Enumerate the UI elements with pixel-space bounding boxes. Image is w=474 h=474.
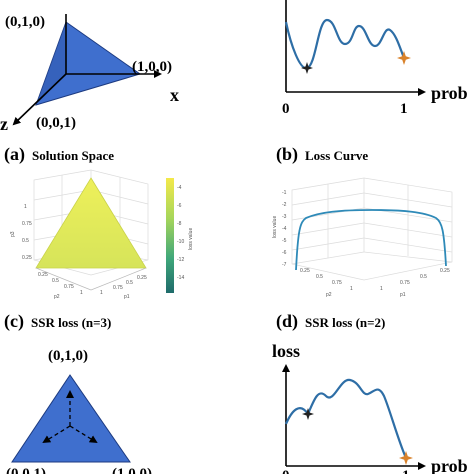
d-y-tick: -5 bbox=[282, 238, 287, 244]
d-p1-axis-label: p1 bbox=[400, 292, 406, 298]
colorbar-tick: -4 bbox=[177, 185, 182, 191]
f-loss-curve bbox=[284, 378, 408, 459]
d-y-tick: -6 bbox=[282, 250, 287, 256]
p2-tick: 0.25 bbox=[38, 272, 48, 278]
f-axis-prob-label: prob bbox=[431, 456, 468, 474]
floor-edge-right bbox=[90, 267, 147, 291]
panel-e: (0,1,0) (0,0,1) (1,0,0) bbox=[6, 348, 152, 474]
p2-tick: 0.75 bbox=[64, 284, 74, 290]
axis-z-label: z bbox=[0, 114, 8, 134]
min-marker bbox=[301, 62, 313, 74]
p2-axis-label: p2 bbox=[54, 294, 60, 300]
caption-a-text: Solution Space bbox=[32, 148, 114, 163]
e-vertex-top: (0,1,0) bbox=[48, 348, 88, 364]
p3-axis-label: p3 bbox=[10, 231, 16, 237]
colorbar-tick: -6 bbox=[177, 203, 182, 209]
d-y-tick: -1 bbox=[282, 190, 287, 196]
d-ylabel: loss value bbox=[272, 216, 278, 238]
panel-b: 0 1 prob (b) Loss Curve bbox=[276, 0, 468, 165]
grid-3d-d bbox=[291, 177, 453, 281]
f-tick-0: 0 bbox=[282, 468, 290, 474]
dashed-arrow-right bbox=[69, 425, 98, 444]
caption-a-letter: (a) bbox=[4, 144, 25, 165]
dashed-arrow-left bbox=[42, 425, 71, 444]
p3-tick: 1 bbox=[24, 204, 27, 210]
d-p2-tick: 0.25 bbox=[300, 268, 310, 274]
floor-edge-left bbox=[35, 267, 92, 291]
caption-c-letter: (c) bbox=[4, 311, 24, 332]
p3-tick: 0.25 bbox=[22, 255, 32, 261]
ssr-surface bbox=[35, 177, 147, 269]
p1-tick: 0.25 bbox=[137, 275, 147, 281]
ssr-curve-n2 bbox=[295, 209, 447, 271]
colorbar-label: loss value bbox=[188, 228, 194, 250]
panel-d: -1 -2 -3 -4 -5 -6 -7 loss value 0.25 0.5… bbox=[272, 177, 453, 332]
colorbar-tick: -8 bbox=[177, 221, 182, 227]
caption-a: (a) Solution Space bbox=[4, 144, 114, 165]
p3-tick: 0.5 bbox=[22, 238, 29, 244]
d-y-tick: -2 bbox=[282, 202, 287, 208]
d-p2-tick: 0.75 bbox=[332, 280, 342, 286]
caption-c: (c) SSR loss (n=3) bbox=[4, 311, 111, 332]
caption-d-letter: (d) bbox=[276, 311, 298, 332]
axis-z-line bbox=[12, 73, 67, 126]
simplex-face-shade bbox=[36, 22, 66, 105]
d-p1-tick: 1 bbox=[380, 286, 383, 292]
d-p2-axis-label: p2 bbox=[326, 292, 332, 298]
p1-tick: 1 bbox=[100, 290, 103, 296]
tick-1-label: 1 bbox=[400, 101, 408, 117]
colorbar-tick: -12 bbox=[177, 257, 184, 263]
axis-prob-label: prob bbox=[431, 83, 468, 103]
loss-curve bbox=[284, 18, 406, 70]
caption-b-text: Loss Curve bbox=[305, 148, 368, 163]
e-vertex-left: (0,0,1) bbox=[6, 466, 46, 474]
caption-d-text: SSR loss (n=2) bbox=[305, 315, 385, 330]
p2-tick: 1 bbox=[80, 290, 83, 296]
p1-tick: 0.75 bbox=[113, 285, 123, 291]
d-y-tick: -3 bbox=[282, 214, 287, 220]
f-end-marker bbox=[399, 451, 413, 465]
vertex-bottom-label: (0,0,1) bbox=[36, 115, 76, 131]
vertex-top-label: (0,1,0) bbox=[5, 14, 45, 30]
colorbar-tick: -14 bbox=[177, 275, 184, 281]
caption-b: (b) Loss Curve bbox=[276, 144, 368, 165]
d-p2-tick: 1 bbox=[350, 286, 353, 292]
p1-axis-label: p1 bbox=[124, 294, 130, 300]
simplex-2d bbox=[11, 374, 131, 463]
panel-a: (0,1,0) (1,0,0) (0,0,1) x z (a) Solution… bbox=[0, 14, 179, 165]
f-min-marker bbox=[302, 408, 314, 420]
colorbar-tick: -10 bbox=[177, 239, 184, 245]
caption-b-letter: (b) bbox=[276, 144, 298, 165]
colorbar bbox=[166, 178, 174, 293]
p3-tick: 0.75 bbox=[22, 221, 32, 227]
caption-c-text: SSR loss (n=3) bbox=[31, 315, 111, 330]
end-marker bbox=[397, 51, 411, 65]
vertex-right-label: (1,0,0) bbox=[132, 59, 172, 75]
d-y-tick: -7 bbox=[282, 262, 287, 268]
p2-tick: 0.5 bbox=[52, 278, 59, 284]
caption-d: (d) SSR loss (n=2) bbox=[276, 311, 385, 332]
f-ylabel: loss bbox=[272, 341, 300, 361]
d-p1-tick: 0.25 bbox=[440, 268, 450, 274]
d-p1-tick: 0.75 bbox=[400, 280, 410, 286]
panel-f: loss 0 1 prob bbox=[272, 341, 468, 474]
panel-c: 1 0.75 0.5 0.25 p3 0.25 0.5 0.75 1 p2 0.… bbox=[4, 169, 194, 332]
d-p1-tick: 0.5 bbox=[420, 274, 427, 280]
f-tick-1: 1 bbox=[402, 468, 410, 474]
tick-0-label: 0 bbox=[282, 101, 290, 117]
p1-tick: 0.5 bbox=[126, 280, 133, 286]
d-y-tick: -4 bbox=[282, 226, 287, 232]
e-vertex-right: (1,0,0) bbox=[112, 466, 152, 474]
d-p2-tick: 0.5 bbox=[316, 274, 323, 280]
axis-x-label: x bbox=[170, 85, 179, 105]
